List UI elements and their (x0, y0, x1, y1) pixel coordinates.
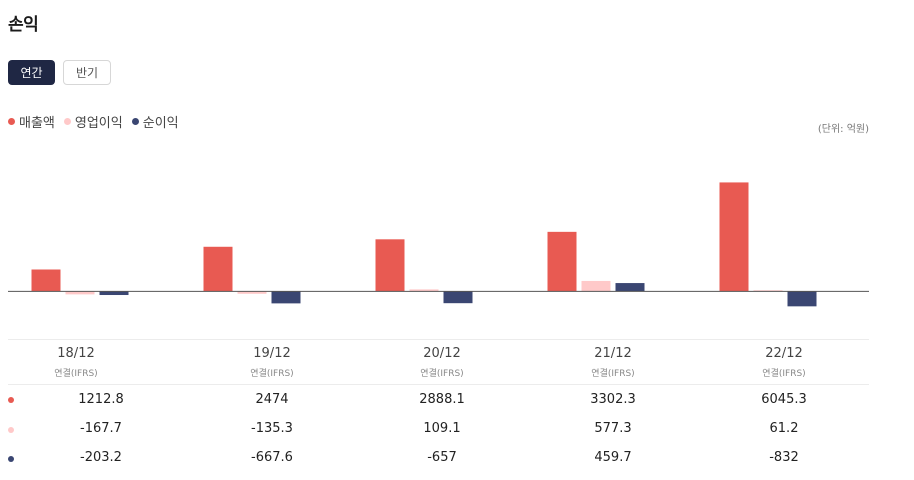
bar-operating-profit-19-12[interactable] (237, 291, 267, 294)
column-period: 20/12 (423, 346, 461, 361)
page-title: 손익 (8, 15, 39, 35)
cell-revenue-20-12: 2888.1 (419, 392, 465, 407)
legend-item-operating-profit: 영업이익 (63, 112, 123, 131)
cell-operating-profit-19-12: -135.3 (251, 421, 293, 436)
column-header-20-12: 20/12 연결(IFRS) (367, 346, 517, 379)
bar-operating-profit-20-12[interactable] (409, 289, 439, 292)
table-top-divider (8, 339, 869, 340)
bar-revenue-21-12[interactable] (547, 231, 577, 292)
cell-revenue-21-12: 3302.3 (590, 392, 636, 407)
column-basis: 연결(IFRS) (591, 369, 635, 379)
column-period: 19/12 (253, 346, 291, 361)
bar-net-income-22-12[interactable] (787, 291, 817, 307)
cell-net-income-22-12: -832 (769, 450, 799, 465)
cell-operating-profit-22-12: 61.2 (769, 421, 799, 436)
row-marker-revenue (8, 397, 14, 403)
bar-net-income-19-12[interactable] (271, 291, 301, 304)
bar-revenue-18-12[interactable] (31, 269, 61, 292)
bar-revenue-20-12[interactable] (375, 239, 405, 292)
bar-net-income-21-12[interactable] (615, 283, 645, 292)
column-header-19-12: 19/12 연결(IFRS) (197, 346, 347, 379)
cell-net-income-19-12: -667.6 (251, 450, 293, 465)
legend-item-revenue: 매출액 (8, 112, 55, 131)
table-header-divider (8, 384, 869, 385)
bar-operating-profit-21-12[interactable] (581, 280, 611, 292)
legend-label-operating-profit: 영업이익 (74, 116, 123, 131)
cell-revenue-18-12: 1212.8 (78, 392, 124, 407)
legend-label-revenue: 매출액 (19, 116, 55, 131)
cell-operating-profit-18-12: -167.7 (80, 421, 122, 436)
cell-revenue-19-12: 2474 (255, 392, 289, 407)
chart-legend: 매출액 영업이익 순이익 (8, 112, 188, 131)
legend-dot-operating-profit (63, 118, 71, 125)
legend-label-net-income: 순이익 (142, 116, 179, 131)
cell-net-income-21-12: 459.7 (594, 450, 632, 465)
cell-net-income-20-12: -657 (427, 450, 457, 465)
column-basis: 연결(IFRS) (762, 369, 806, 379)
legend-dot-net-income (131, 118, 139, 125)
column-basis: 연결(IFRS) (54, 369, 98, 379)
column-period: 18/12 (57, 346, 95, 361)
cell-operating-profit-20-12: 109.1 (423, 421, 461, 436)
bar-operating-profit-22-12[interactable] (753, 290, 783, 292)
row-marker-net-income (8, 456, 14, 462)
column-period: 21/12 (594, 346, 632, 361)
column-basis: 연결(IFRS) (250, 369, 294, 379)
cell-net-income-18-12: -203.2 (80, 450, 122, 465)
column-basis: 연결(IFRS) (420, 369, 464, 379)
row-marker-operating-profit (8, 427, 14, 433)
bar-net-income-20-12[interactable] (443, 291, 473, 304)
bar-operating-profit-18-12[interactable] (65, 291, 95, 295)
tab-annual[interactable]: 연간 (8, 60, 55, 85)
cell-revenue-22-12: 6045.3 (761, 392, 807, 407)
bar-chart (8, 182, 869, 307)
column-header-18-12: 18/12 연결(IFRS) (1, 346, 151, 379)
bar-net-income-18-12[interactable] (99, 291, 129, 296)
legend-dot-revenue (8, 118, 15, 125)
unit-label: (단위: 억원) (817, 124, 869, 135)
legend-item-net-income: 순이익 (131, 112, 179, 131)
column-header-22-12: 22/12 연결(IFRS) (709, 346, 859, 379)
column-header-21-12: 21/12 연결(IFRS) (538, 346, 688, 379)
bar-revenue-19-12[interactable] (203, 246, 233, 292)
tab-half-year[interactable]: 반기 (63, 60, 111, 85)
cell-operating-profit-21-12: 577.3 (594, 421, 632, 436)
column-period: 22/12 (765, 346, 803, 361)
bar-revenue-22-12[interactable] (719, 182, 749, 292)
